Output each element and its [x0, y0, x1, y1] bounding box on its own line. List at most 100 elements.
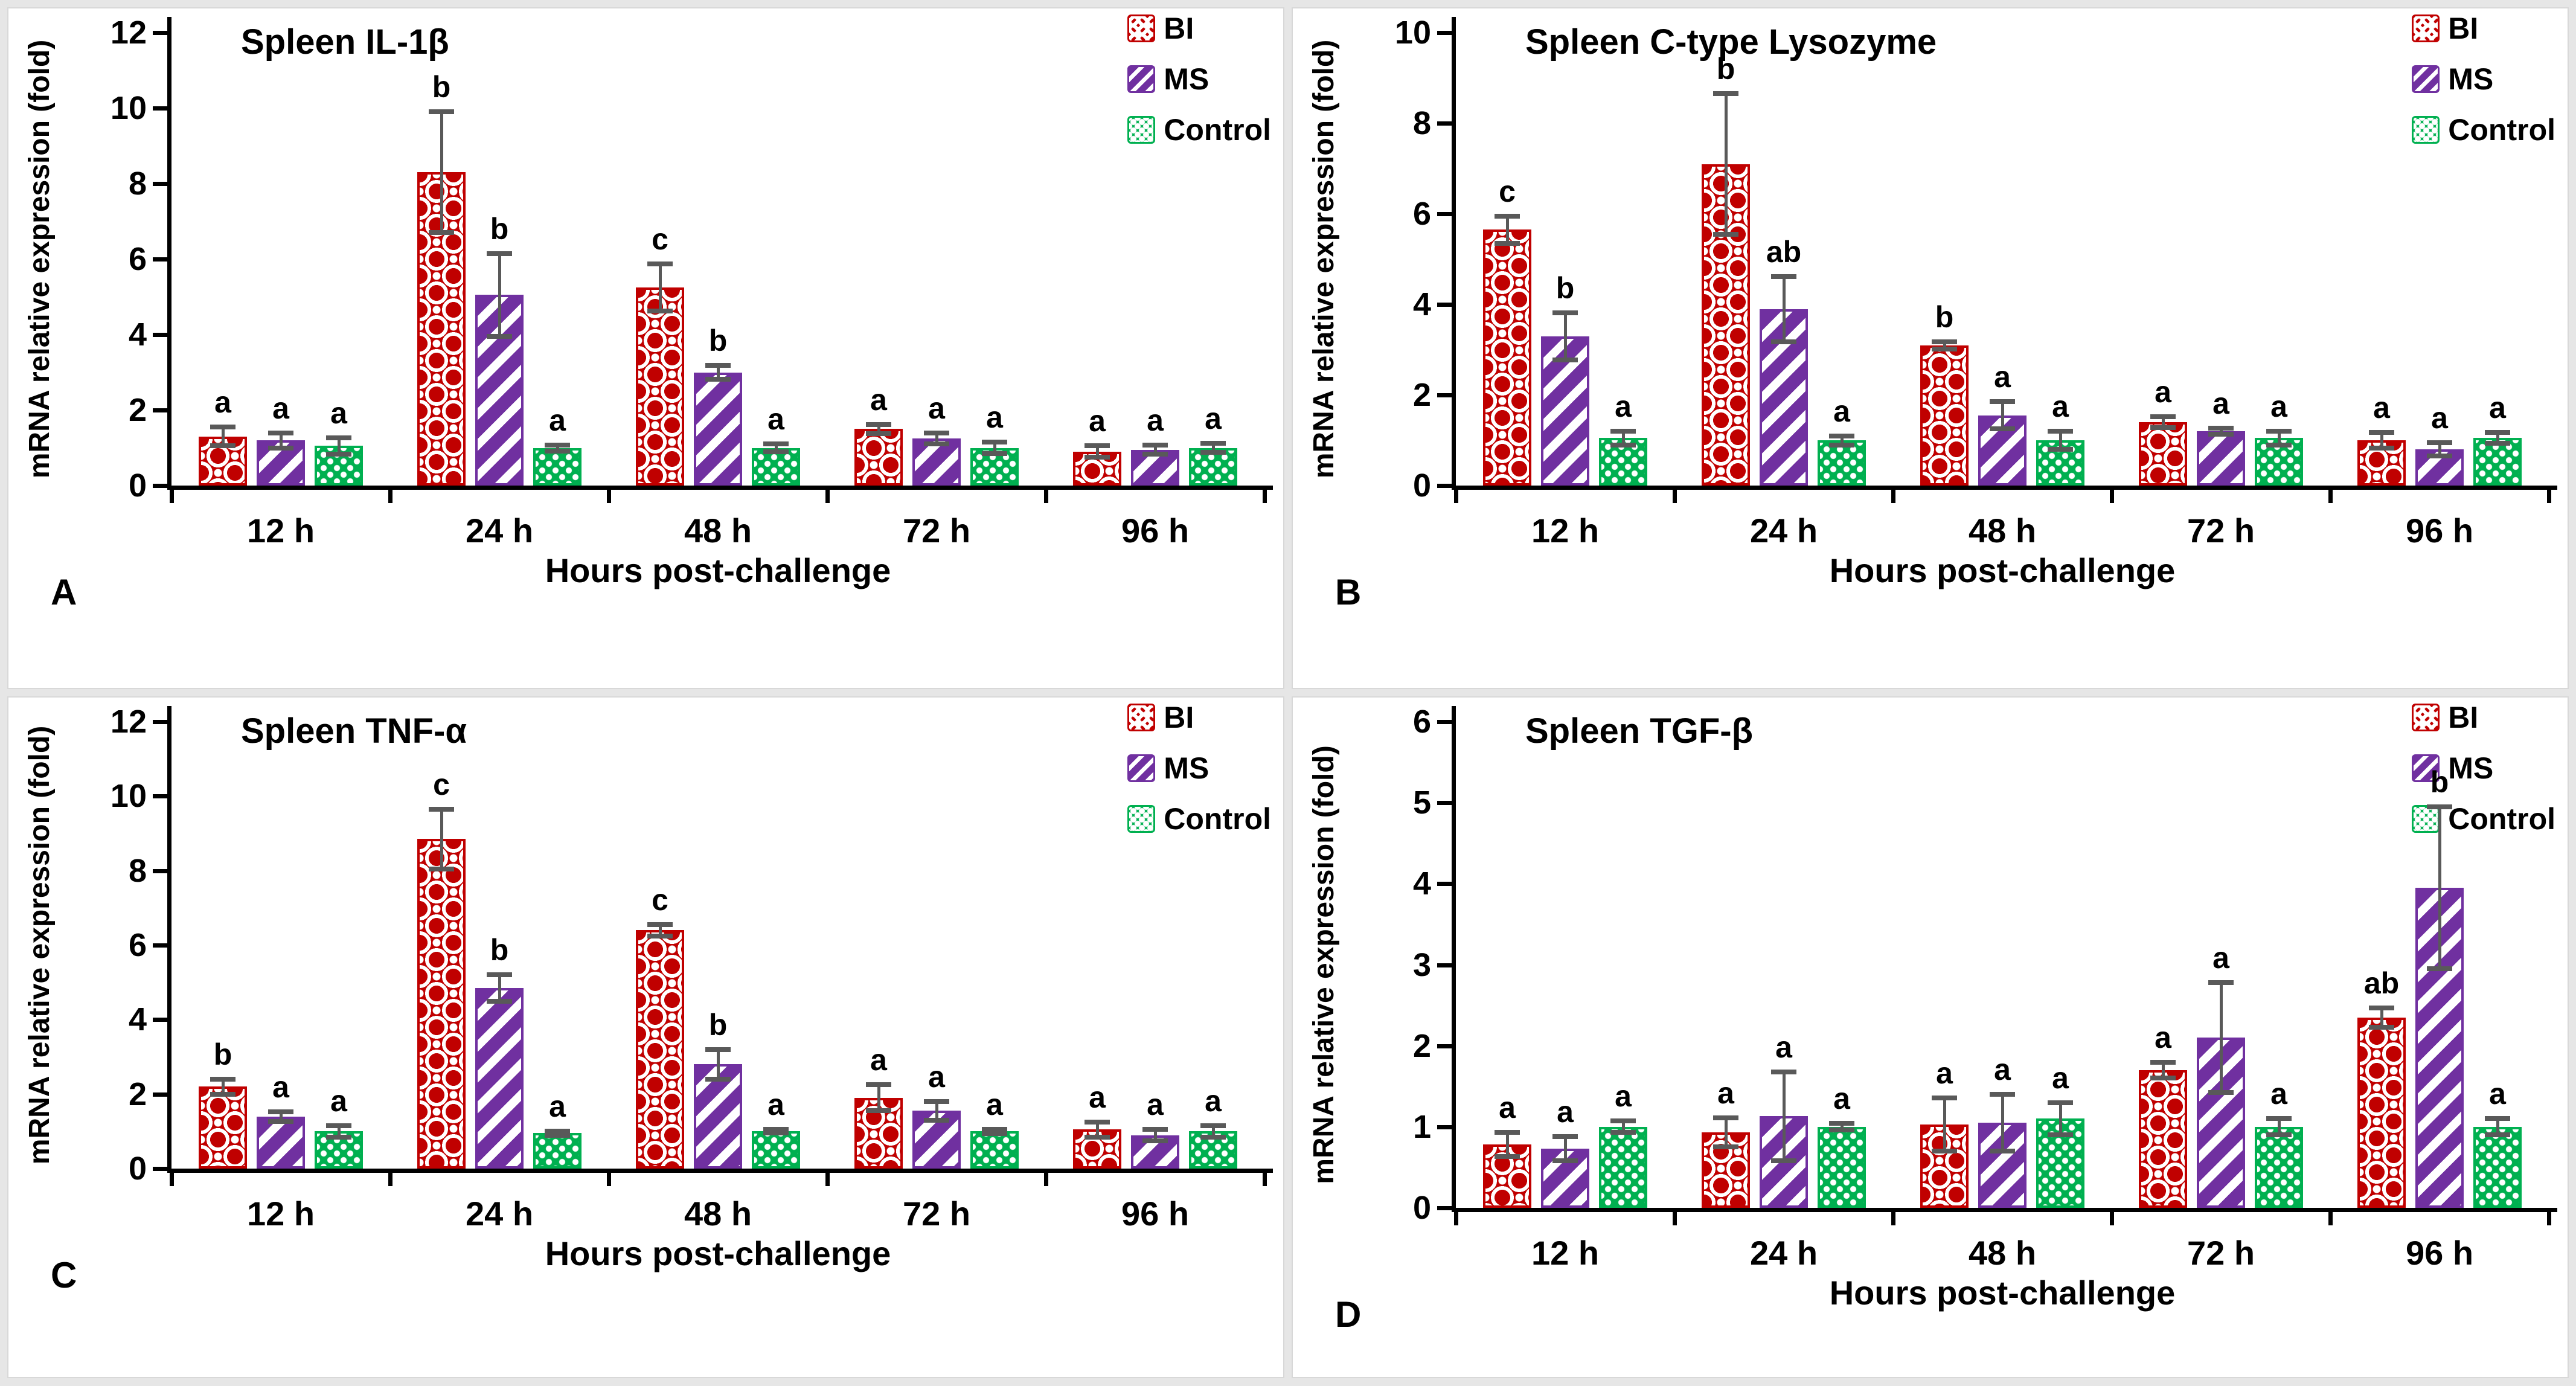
panel-D: mRNA relative expression (fold) Spleen TG… — [1292, 696, 2569, 1378]
significance-letter: a — [928, 391, 945, 425]
significance-letter: a — [1615, 1079, 1632, 1114]
x-axis-tick — [1891, 1212, 1895, 1225]
significance-letter: a — [2431, 400, 2448, 435]
x-axis-category-label: 12 h — [1531, 1234, 1600, 1272]
x-axis-category-label: 24 h — [465, 1195, 534, 1233]
significance-letter: b — [1716, 52, 1735, 86]
significance-letter: b — [2430, 765, 2449, 799]
significance-letter: b — [490, 211, 509, 246]
legend-label: BI — [2448, 11, 2479, 45]
error-bar-cap-top — [2427, 804, 2452, 809]
significance-letter: c — [652, 883, 668, 917]
legend-item-control: Control — [2412, 115, 2555, 145]
error-bar-cap-bottom — [2150, 1076, 2176, 1081]
x-axis-title: Hours post-challenge — [545, 551, 891, 589]
y-axis-tick-label: 8 — [128, 165, 147, 202]
significance-letter: a — [272, 1070, 289, 1104]
error-bar-cap-top — [1990, 399, 2015, 405]
bar-bi-12h — [1483, 229, 1531, 486]
error-bar-cap-bottom — [1932, 1149, 1957, 1154]
significance-letter: b — [490, 933, 509, 967]
bar-control-48h — [752, 1131, 800, 1169]
ms-pattern-swatch-icon — [2412, 754, 2440, 782]
significance-letter: a — [2212, 941, 2229, 975]
error-bar-cap-top — [1610, 429, 1636, 434]
significance-letter: b — [708, 324, 728, 358]
ms-pattern-swatch-icon — [2412, 65, 2440, 93]
y-axis-tick — [1437, 1125, 1452, 1129]
x-axis-category-label: 72 h — [902, 1195, 971, 1233]
error-bar-cap-top — [1713, 1115, 1738, 1121]
y-axis-tick — [153, 333, 167, 337]
error-bar-cap-bottom — [268, 445, 293, 451]
error-bar-line — [1782, 1071, 1786, 1161]
legend-label: MS — [1164, 62, 1210, 96]
significance-letter: a — [2373, 391, 2390, 425]
legend-label: MS — [2448, 62, 2494, 96]
x-axis-tick — [388, 490, 392, 503]
error-bar-line — [877, 424, 880, 434]
error-bar-line — [1782, 276, 1786, 342]
legend-item-ms: MS — [1127, 64, 1209, 94]
significance-letter: a — [2052, 1060, 2069, 1095]
x-axis-tick — [607, 1173, 611, 1186]
error-bar-cap-bottom — [924, 1117, 949, 1123]
y-axis-tick-label: 4 — [128, 1001, 147, 1038]
error-bar-cap-top — [866, 1082, 891, 1088]
legend-item-ms: MS — [1127, 753, 1209, 783]
y-axis-tick — [153, 182, 167, 186]
y-axis-tick-label: 10 — [1394, 14, 1431, 51]
error-bar-cap-bottom — [2208, 1090, 2234, 1096]
panel-letter-D: D — [1335, 1294, 1362, 1335]
y-axis-tick-label: 4 — [1412, 286, 1431, 322]
y-axis-tick — [1437, 1206, 1452, 1210]
error-bar-cap-top — [647, 261, 673, 267]
bar-control-24h — [533, 448, 582, 486]
legend-label: BI — [1164, 11, 1194, 45]
error-bar-cap-top — [1932, 339, 1957, 344]
x-axis-category-label: 48 h — [1968, 1234, 2037, 1272]
error-bar-cap-top — [705, 363, 731, 368]
legend-label: BI — [1164, 701, 1194, 734]
significance-letter: a — [272, 391, 289, 425]
y-axis-tick-label: 2 — [128, 1076, 147, 1112]
x-axis-line — [1452, 1208, 2557, 1212]
ctrl-pattern-swatch-icon — [2412, 805, 2440, 833]
error-bar-cap-bottom — [1552, 357, 1578, 362]
significance-letter: b — [432, 70, 451, 104]
error-bar-cap-bottom — [210, 1091, 235, 1097]
y-axis-tick — [153, 1167, 167, 1171]
significance-letter: a — [1775, 1030, 1792, 1064]
y-axis-tick — [1437, 882, 1452, 887]
panel-letter-C: C — [51, 1255, 77, 1295]
significance-letter: c — [652, 222, 668, 257]
significance-letter: a — [2270, 390, 2287, 423]
error-bar-line — [2380, 432, 2383, 448]
error-bar-cap-bottom — [1990, 426, 2015, 432]
error-bar-line — [2219, 428, 2223, 435]
x-axis-category-label: 96 h — [1121, 1195, 1190, 1233]
error-bar-cap-top — [1771, 274, 1796, 279]
error-bar-cap-top — [2369, 1005, 2394, 1010]
bi-pattern-swatch-icon — [2412, 14, 2440, 42]
error-bar-cap-bottom — [487, 998, 512, 1004]
bar-control-24h — [1818, 440, 1866, 486]
error-bar-cap-top — [2266, 429, 2292, 434]
x-axis-line — [167, 1169, 1273, 1173]
error-bar-line — [2059, 431, 2062, 449]
error-bar-line — [1153, 1129, 1157, 1141]
panel-C: mRNA relative expression (fold) Spleen TN… — [7, 696, 1284, 1378]
error-bar-cap-top — [545, 442, 570, 448]
error-bar-cap-bottom — [545, 448, 570, 454]
x-axis-category-label: 24 h — [465, 512, 534, 550]
x-axis-category-label: 72 h — [2187, 1234, 2255, 1272]
y-axis-tick — [153, 484, 167, 488]
error-bar-line — [935, 1102, 938, 1120]
x-axis-category-label: 96 h — [2405, 512, 2474, 550]
y-axis-tick-label: 6 — [128, 241, 147, 277]
x-axis-category-label: 72 h — [2187, 512, 2255, 550]
error-bar-cap-bottom — [763, 1131, 789, 1136]
y-axis-tick-label: 6 — [1412, 704, 1431, 740]
x-axis-tick — [2328, 1212, 2333, 1225]
error-bar-cap-top — [326, 1123, 351, 1129]
